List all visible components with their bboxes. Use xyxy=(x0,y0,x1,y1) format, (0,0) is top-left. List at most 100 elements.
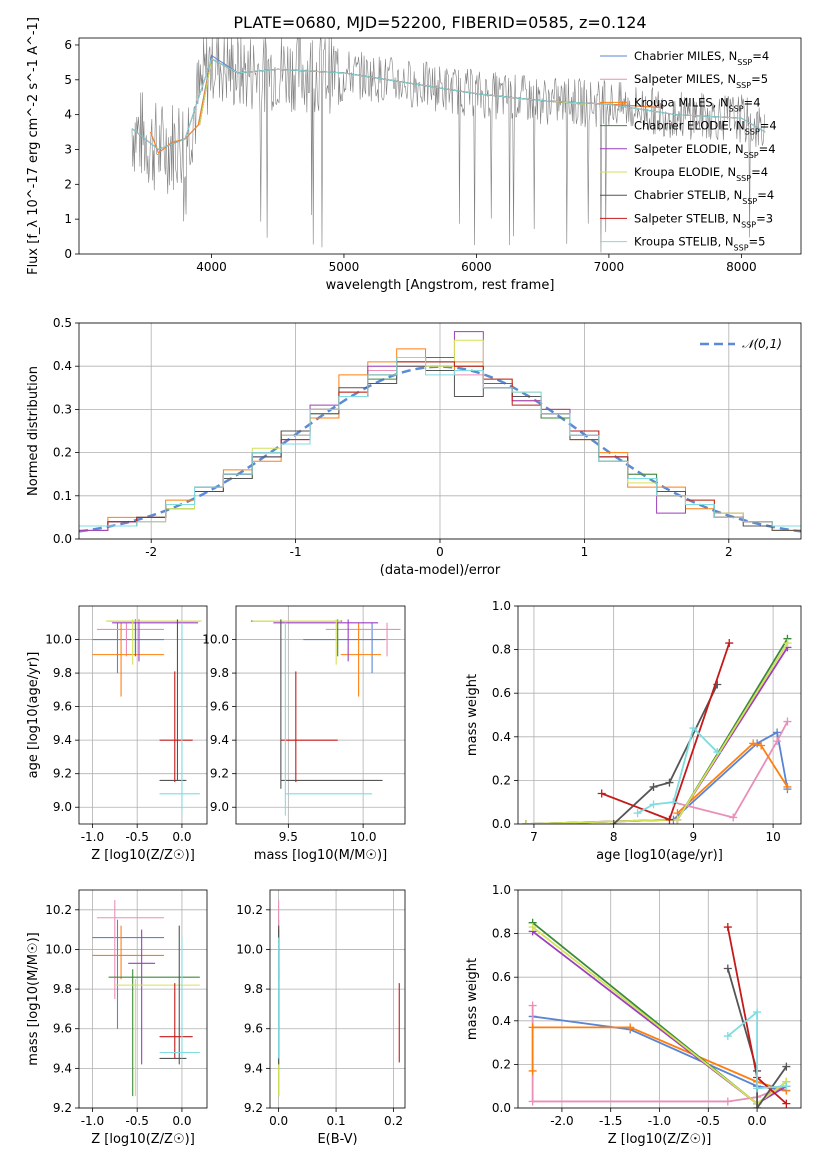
y-tick-label: 9.2 xyxy=(53,1101,72,1115)
x-tick-label: -1 xyxy=(290,545,302,559)
axes-frame xyxy=(78,322,802,540)
legend-n: , N xyxy=(718,235,734,249)
y-tick-label: 9.8 xyxy=(244,982,263,996)
weight-marker-2 xyxy=(528,1023,537,1032)
y-tick-label: 3 xyxy=(64,142,72,156)
legend-name: Kroupa MILES xyxy=(634,95,713,109)
plot-area xyxy=(278,899,400,1097)
x-tick-label: 0.1 xyxy=(327,1114,346,1128)
axes-frame xyxy=(78,889,208,1109)
x-axis-label: mass [log10(M/M☉)] xyxy=(254,848,387,863)
y-tick-label: 0.2 xyxy=(492,773,511,787)
y-tick-label: 9.0 xyxy=(210,800,229,814)
y-tick-label: 0.1 xyxy=(53,489,72,503)
y-tick-label: 0.4 xyxy=(492,1014,511,1028)
model-line-8 xyxy=(131,58,766,151)
weight-line-8 xyxy=(637,726,718,814)
weight-marker-2 xyxy=(749,739,758,748)
weight-line-4 xyxy=(525,646,789,824)
x-axis-label: wavelength [Angstrom, rest frame] xyxy=(326,278,555,293)
x-tick-label: 9.5 xyxy=(279,830,298,844)
x-tick-label: 7000 xyxy=(594,260,625,274)
weight-marker-8 xyxy=(782,1082,791,1091)
y-tick-label: 1.0 xyxy=(492,599,511,613)
weight-line-0 xyxy=(672,731,789,821)
y-tick-label: 10.0 xyxy=(45,942,72,956)
y-tick-label: 0.6 xyxy=(492,970,511,984)
y-tick-label: 0.2 xyxy=(53,446,72,460)
legend-sub: SSP xyxy=(744,150,759,159)
y-tick-label: 1 xyxy=(64,212,72,226)
y-tick-label: 9.2 xyxy=(53,767,72,781)
x-axis-label: Z [log10(Z/Z☉)] xyxy=(91,1132,195,1147)
x-tick-label: 0.0 xyxy=(269,1114,288,1128)
x-axis-label: E(B-V) xyxy=(317,1132,357,1147)
weight-marker-5 xyxy=(783,639,792,648)
legend-count: 4 xyxy=(761,165,768,179)
y-tick-label: 4 xyxy=(64,108,72,122)
weight-marker-5 xyxy=(673,815,682,824)
legend-sub: SSP xyxy=(736,81,751,90)
y-tick-label: 9.6 xyxy=(210,700,229,714)
y-tick-label: 9.2 xyxy=(244,1101,263,1115)
legend-eq: = xyxy=(759,142,769,156)
legend-n: , N xyxy=(726,188,742,202)
x-axis-label: Z [log10(Z/Z☉)] xyxy=(608,1132,712,1147)
legend-count: 3 xyxy=(766,211,773,225)
weight-line-8 xyxy=(727,1010,787,1090)
weight-marker-5 xyxy=(528,923,537,932)
legend-eq: = xyxy=(756,211,766,225)
x-tick-label: 5000 xyxy=(329,260,360,274)
weight-marker-7 xyxy=(723,923,732,932)
plot-area xyxy=(528,918,791,1108)
weight-marker-8 xyxy=(753,1008,762,1017)
y-tick-label: 9.8 xyxy=(53,666,72,680)
legend-n: , N xyxy=(729,119,745,133)
weight-marker-1 xyxy=(783,717,792,726)
plot-area xyxy=(79,331,801,533)
legend-sub: SSP xyxy=(741,220,756,229)
y-axis-label: age [log10(age/yr)] xyxy=(26,652,41,779)
legend-n: , N xyxy=(720,72,736,86)
legend-name: Kroupa ELODIE xyxy=(634,165,720,179)
weight-marker-7 xyxy=(782,1099,791,1108)
weight-marker-6 xyxy=(649,782,658,791)
legend-n: , N xyxy=(721,49,737,63)
plot-area xyxy=(131,38,766,253)
y-tick-label: 9.6 xyxy=(53,1022,72,1036)
weight-marker-8 xyxy=(713,748,722,757)
weight-marker-6 xyxy=(782,1062,791,1071)
legend-label-normal: 𝒩(0,1) xyxy=(742,337,782,351)
hist-step-9 xyxy=(79,357,801,527)
x-tick-label: 10.0 xyxy=(350,830,377,844)
weight-marker-2 xyxy=(783,782,792,791)
legend-label-5: Kroupa ELODIE, NSSP=4 xyxy=(634,165,768,183)
x-tick-label: -1.0 xyxy=(81,1114,104,1128)
plot-area xyxy=(92,899,200,1097)
legend-count: 4 xyxy=(762,49,769,63)
x-tick-label: 8 xyxy=(610,830,618,844)
y-tick-label: 1.0 xyxy=(492,883,511,897)
legend-label-0: Chabrier MILES, NSSP=4 xyxy=(634,49,769,67)
legend-name: Chabrier ELODIE xyxy=(634,119,729,133)
plot-area xyxy=(521,634,792,824)
legend-sub: SSP xyxy=(745,127,760,136)
y-tick-label: 9.6 xyxy=(244,1022,263,1036)
legend-label-1: Salpeter MILES, NSSP=5 xyxy=(634,72,768,90)
plot-area xyxy=(250,619,401,816)
y-tick-label: 0.3 xyxy=(53,402,72,416)
legend-label-6: Chabrier STELIB, NSSP=4 xyxy=(634,188,774,206)
x-tick-label: 8000 xyxy=(726,260,757,274)
y-tick-label: 10.0 xyxy=(236,942,263,956)
legend-n: , N xyxy=(728,142,744,156)
y-axis-label: mass weight xyxy=(465,674,480,756)
x-tick-label: 4000 xyxy=(196,260,227,274)
legend-label-7: Salpeter STELIB, NSSP=3 xyxy=(634,211,773,229)
axes-frame xyxy=(235,605,406,825)
weight-marker-1 xyxy=(528,1001,537,1010)
x-axis-label: age [log10(age/yr)] xyxy=(596,848,723,863)
legend-sub: SSP xyxy=(737,58,752,67)
weight-marker-8 xyxy=(669,798,678,807)
legend-name: Salpeter ELODIE xyxy=(634,142,728,156)
